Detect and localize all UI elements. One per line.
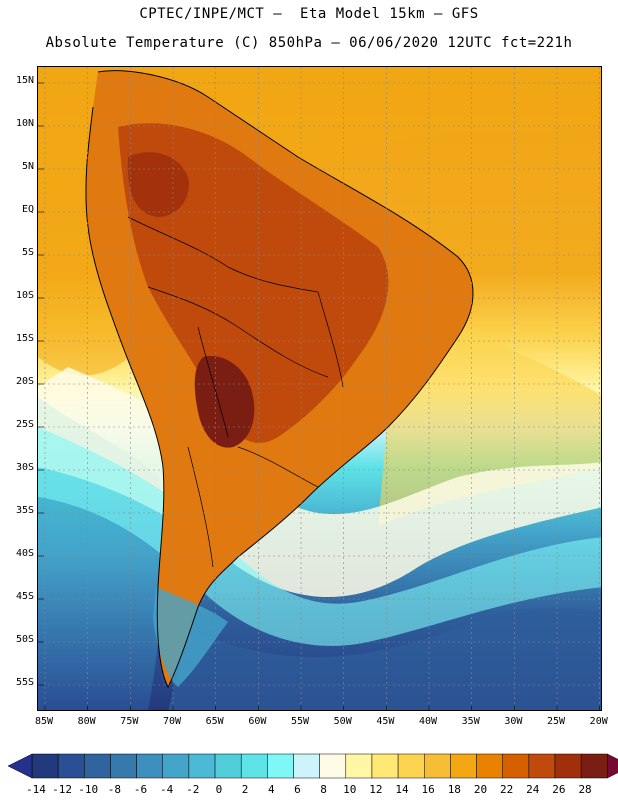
lon-label: 25W xyxy=(547,716,566,727)
colorbar-label: 10 xyxy=(343,783,357,796)
temperature-field xyxy=(38,67,601,710)
lat-label: 35S xyxy=(15,505,34,516)
colorbar-label: 8 xyxy=(320,783,327,796)
lat-label: 25S xyxy=(15,419,34,430)
lat-label: EQ xyxy=(21,204,34,215)
colorbar-label: -4 xyxy=(160,783,174,796)
lat-label: 55S xyxy=(15,677,34,688)
colorbar-label: -10 xyxy=(78,783,99,796)
colorbar-under-arrow xyxy=(7,753,33,779)
lon-label: 40W xyxy=(418,716,438,727)
colorbar-label: 22 xyxy=(499,783,514,796)
colorbar-cell xyxy=(267,753,294,779)
colorbar-label: -2 xyxy=(186,783,200,796)
colorbar-cell xyxy=(450,753,477,779)
lon-label: 65W xyxy=(205,716,224,727)
colorbar-label: -12 xyxy=(52,783,72,796)
colorbar-cell xyxy=(136,753,164,779)
lon-label: 70W xyxy=(162,716,182,727)
lat-label: 15S xyxy=(15,333,34,344)
map-area xyxy=(37,66,602,711)
colorbar-cell xyxy=(580,753,608,779)
colorbar-cell xyxy=(528,753,556,779)
colorbar-cell xyxy=(31,753,59,779)
colorbar-label: 4 xyxy=(267,783,275,796)
lon-label: 45W xyxy=(376,716,395,727)
lat-label: 10N xyxy=(15,118,34,129)
colorbar-cell xyxy=(214,753,242,779)
lon-label: 20W xyxy=(589,716,608,727)
colorbar-cell xyxy=(293,753,320,779)
title-line-1: CPTEC/INPE/MCT – Eta Model 15km – GFS xyxy=(139,6,479,22)
colorbar-label: 18 xyxy=(447,783,461,796)
lon-label: 35W xyxy=(461,716,480,727)
colorbar-cell xyxy=(371,753,399,779)
lat-label: 5S xyxy=(21,247,34,258)
colorbar-cell xyxy=(502,753,530,779)
colorbar-label: 2 xyxy=(241,783,249,796)
colorbar-cell xyxy=(110,753,137,779)
lon-label: 80W xyxy=(77,716,96,727)
lon-label: 60W xyxy=(248,716,267,727)
colorbar-label: 6 xyxy=(294,783,301,796)
lon-label: 75W xyxy=(120,716,139,727)
colorbar-label: 28 xyxy=(578,783,592,796)
colorbar-label: 20 xyxy=(473,783,488,796)
colorbar-cell xyxy=(554,753,582,779)
colorbar xyxy=(7,753,618,779)
colorbar-label: 24 xyxy=(526,783,540,796)
colorbar-cell xyxy=(84,753,111,779)
colorbar-label: 26 xyxy=(552,783,566,796)
lon-label: 30W xyxy=(504,716,523,727)
lat-label: 50S xyxy=(15,634,34,645)
title-line-2: Absolute Temperature (C) 850hPa – 06/06/… xyxy=(45,35,573,51)
lat-label: 15N xyxy=(15,75,34,86)
colorbar-cell xyxy=(240,753,268,779)
colorbar-label: 14 xyxy=(395,783,409,796)
lat-label: 30S xyxy=(15,462,34,473)
colorbar-label: -14 xyxy=(25,783,46,796)
lat-label: 40S xyxy=(15,548,34,559)
lon-label: 55W xyxy=(290,716,310,727)
colorbar-label: -6 xyxy=(133,783,148,796)
colorbar-cell xyxy=(188,753,216,779)
colorbar-cell xyxy=(162,753,190,779)
colorbar-label: 16 xyxy=(421,783,435,796)
colorbar-cell xyxy=(319,753,347,779)
lat-lon-grid xyxy=(38,67,601,710)
lat-label: 20S xyxy=(15,376,34,387)
colorbar-cell xyxy=(476,753,503,779)
colorbar-label: -8 xyxy=(107,783,121,796)
lon-label: 50W xyxy=(333,716,352,727)
colorbar-label: 0 xyxy=(215,783,223,796)
colorbar-cell xyxy=(345,753,373,779)
lat-label: 5N xyxy=(21,161,34,172)
colorbar-cell xyxy=(57,753,85,779)
lat-label: 10S xyxy=(15,290,34,301)
colorbar-cell xyxy=(397,753,425,779)
colorbar-over-arrow xyxy=(607,753,618,779)
colorbar-label: 12 xyxy=(369,783,383,796)
lon-label: 85W xyxy=(34,716,54,727)
colorbar-cell xyxy=(424,753,451,779)
lat-label: 45S xyxy=(15,591,34,602)
